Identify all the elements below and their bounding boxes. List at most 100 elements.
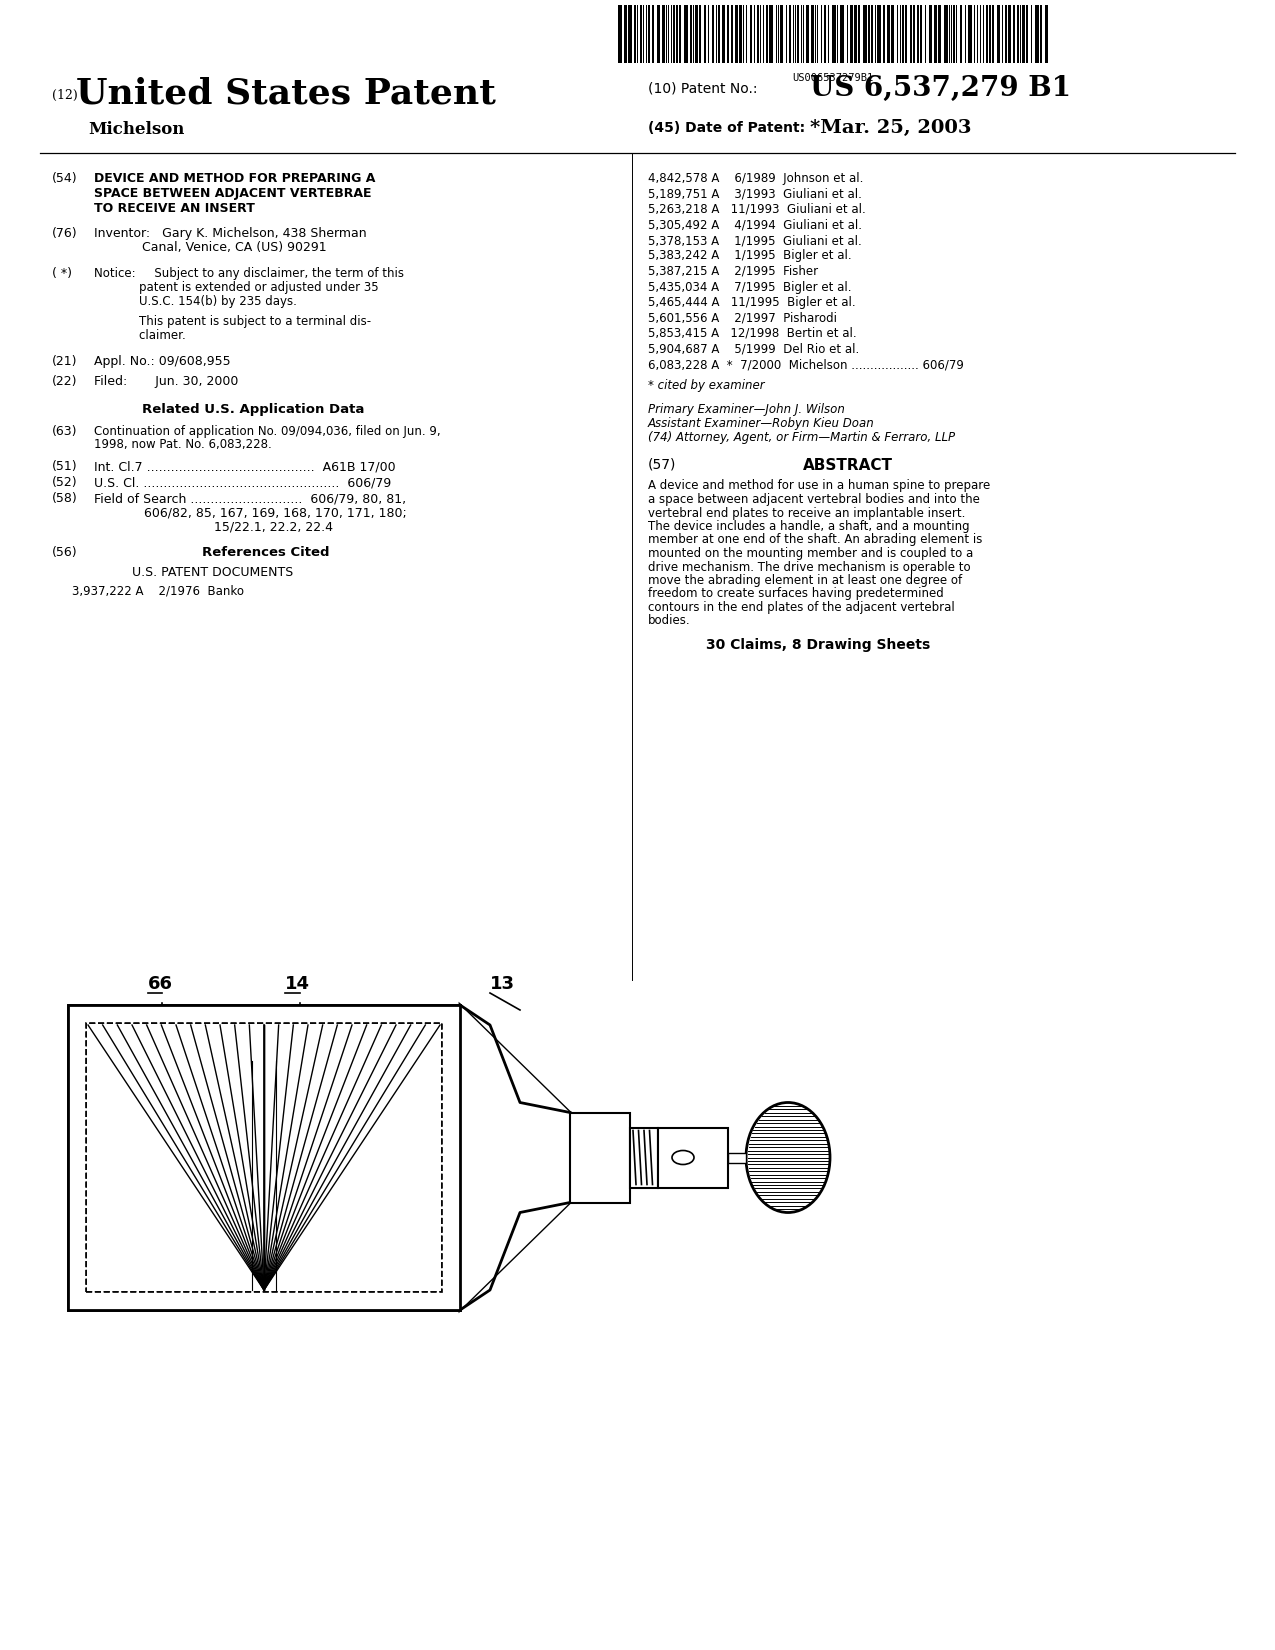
Text: (21): (21) xyxy=(52,355,78,368)
Text: 13: 13 xyxy=(490,975,515,993)
Text: DEVICE AND METHOD FOR PREPARING A: DEVICE AND METHOD FOR PREPARING A xyxy=(94,172,375,185)
Bar xyxy=(658,1127,728,1188)
Bar xyxy=(806,5,810,63)
Bar xyxy=(887,5,890,63)
Bar xyxy=(662,5,666,63)
Text: (10) Patent No.:: (10) Patent No.: xyxy=(648,81,757,96)
Text: A device and method for use in a human spine to prepare: A device and method for use in a human s… xyxy=(648,480,991,492)
Bar xyxy=(1009,5,1011,63)
Bar xyxy=(652,5,654,63)
Text: mounted on the mounting member and is coupled to a: mounted on the mounting member and is co… xyxy=(648,548,973,559)
Bar xyxy=(1040,5,1042,63)
Text: The device includes a handle, a shaft, and a mounting: The device includes a handle, a shaft, a… xyxy=(648,520,969,533)
Text: 5,435,034 A    7/1995  Bigler et al.: 5,435,034 A 7/1995 Bigler et al. xyxy=(648,280,852,294)
Bar xyxy=(629,5,632,63)
Text: Int. Cl.7 ..........................................  A61B 17/00: Int. Cl.7 ..............................… xyxy=(94,460,395,474)
Bar xyxy=(868,5,870,63)
Text: a space between adjacent vertebral bodies and into the: a space between adjacent vertebral bodie… xyxy=(648,493,980,507)
Bar xyxy=(683,5,689,63)
Bar xyxy=(789,5,790,63)
Text: Primary Examiner—John J. Wilson: Primary Examiner—John J. Wilson xyxy=(648,404,845,416)
Bar xyxy=(913,5,915,63)
Text: 5,189,751 A    3/1993  Giuliani et al.: 5,189,751 A 3/1993 Giuliani et al. xyxy=(648,188,862,201)
Bar xyxy=(85,1023,442,1292)
Text: move the abrading element in at least one degree of: move the abrading element in at least on… xyxy=(648,574,963,587)
Bar xyxy=(1046,5,1048,63)
Bar xyxy=(1023,5,1025,63)
Bar xyxy=(992,5,994,63)
Bar xyxy=(1017,5,1019,63)
Bar xyxy=(727,5,729,63)
Bar xyxy=(952,5,955,63)
Text: 5,904,687 A    5/1999  Del Rio et al.: 5,904,687 A 5/1999 Del Rio et al. xyxy=(648,343,859,355)
Bar xyxy=(833,5,836,63)
Text: TO RECEIVE AN INSERT: TO RECEIVE AN INSERT xyxy=(94,201,255,214)
Text: Appl. No.: 09/608,955: Appl. No.: 09/608,955 xyxy=(94,355,231,368)
Bar xyxy=(570,1112,630,1203)
Text: (56): (56) xyxy=(52,546,78,559)
Bar xyxy=(1005,5,1007,63)
Ellipse shape xyxy=(672,1150,694,1165)
Text: (12): (12) xyxy=(52,89,78,102)
Bar xyxy=(704,5,706,63)
Text: (76): (76) xyxy=(52,228,78,239)
Bar xyxy=(68,1292,460,1310)
Text: Continuation of application No. 09/094,036, filed on Jun. 9,: Continuation of application No. 09/094,0… xyxy=(94,426,441,437)
Bar xyxy=(938,5,941,63)
Bar xyxy=(657,5,660,63)
Text: References Cited: References Cited xyxy=(201,546,329,559)
Text: contours in the end plates of the adjacent vertebral: contours in the end plates of the adjace… xyxy=(648,601,955,614)
Bar xyxy=(871,5,873,63)
Bar xyxy=(917,5,919,63)
Text: 5,305,492 A    4/1994  Giuliani et al.: 5,305,492 A 4/1994 Giuliani et al. xyxy=(648,218,862,231)
Text: member at one end of the shaft. An abrading element is: member at one end of the shaft. An abrad… xyxy=(648,533,982,546)
Bar xyxy=(722,5,725,63)
Text: 1998, now Pat. No. 6,083,228.: 1998, now Pat. No. 6,083,228. xyxy=(94,437,272,450)
Text: Canal, Venice, CA (US) 90291: Canal, Venice, CA (US) 90291 xyxy=(94,241,326,254)
Text: Inventor:   Gary K. Michelson, 438 Sherman: Inventor: Gary K. Michelson, 438 Sherman xyxy=(94,228,367,239)
Bar xyxy=(811,5,813,63)
Bar xyxy=(863,5,867,63)
Text: (45) Date of Patent:: (45) Date of Patent: xyxy=(648,120,805,135)
Bar xyxy=(673,5,674,63)
Bar xyxy=(905,5,907,63)
Text: U.S. PATENT DOCUMENTS: U.S. PATENT DOCUMENTS xyxy=(133,566,293,579)
Text: 4,842,578 A    6/1989  Johnson et al.: 4,842,578 A 6/1989 Johnson et al. xyxy=(648,172,863,185)
Bar xyxy=(766,5,768,63)
Bar xyxy=(442,1005,460,1310)
Bar xyxy=(618,5,621,63)
Text: (22): (22) xyxy=(52,375,78,388)
Bar xyxy=(797,5,799,63)
Text: Filed:       Jun. 30, 2000: Filed: Jun. 30, 2000 xyxy=(94,375,238,388)
Bar xyxy=(910,5,912,63)
Text: (57): (57) xyxy=(648,457,676,472)
Text: vertebral end plates to receive an implantable insert.: vertebral end plates to receive an impla… xyxy=(648,507,965,520)
Text: U.S.C. 154(b) by 235 days.: U.S.C. 154(b) by 235 days. xyxy=(94,295,297,309)
Bar xyxy=(680,5,681,63)
Bar xyxy=(1026,5,1028,63)
Text: 5,853,415 A   12/1998  Bertin et al.: 5,853,415 A 12/1998 Bertin et al. xyxy=(648,327,857,340)
Text: US 6,537,279 B1: US 6,537,279 B1 xyxy=(810,74,1071,102)
Text: Assistant Examiner—Robyn Kieu Doan: Assistant Examiner—Robyn Kieu Doan xyxy=(648,417,875,431)
Text: freedom to create surfaces having predetermined: freedom to create surfaces having predet… xyxy=(648,587,944,601)
Bar xyxy=(634,5,636,63)
Bar xyxy=(891,5,894,63)
Bar xyxy=(921,5,922,63)
Bar xyxy=(757,5,759,63)
Text: (63): (63) xyxy=(52,426,78,437)
Bar xyxy=(734,5,738,63)
Bar xyxy=(68,1005,460,1310)
Text: This patent is subject to a terminal dis-: This patent is subject to a terminal dis… xyxy=(94,315,371,328)
Text: 66: 66 xyxy=(148,975,173,993)
Bar xyxy=(989,5,991,63)
Text: 5,387,215 A    2/1995  Fisher: 5,387,215 A 2/1995 Fisher xyxy=(648,266,819,277)
Text: (52): (52) xyxy=(52,475,78,488)
Text: (74) Attorney, Agent, or Firm—Martin & Ferraro, LLP: (74) Attorney, Agent, or Firm—Martin & F… xyxy=(648,432,955,444)
Text: 5,465,444 A   11/1995  Bigler et al.: 5,465,444 A 11/1995 Bigler et al. xyxy=(648,295,856,309)
Bar xyxy=(690,5,692,63)
Bar xyxy=(695,5,697,63)
Text: SPACE BETWEEN ADJACENT VERTEBRAE: SPACE BETWEEN ADJACENT VERTEBRAE xyxy=(94,186,371,200)
Bar xyxy=(854,5,857,63)
Bar xyxy=(960,5,963,63)
Bar xyxy=(68,1005,460,1023)
